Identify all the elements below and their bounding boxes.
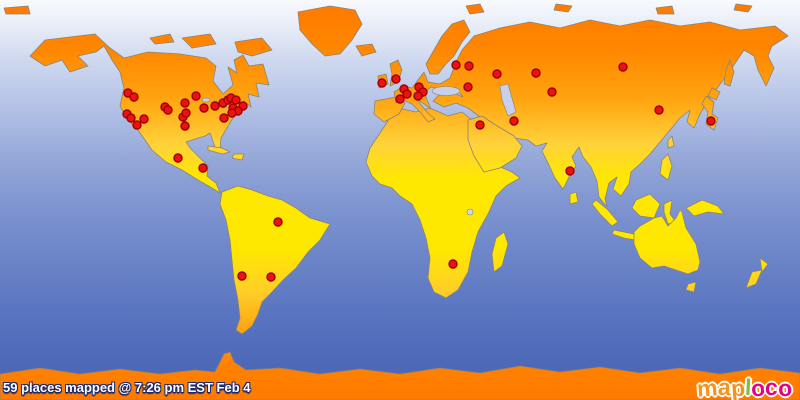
- land-madagascar: [491, 231, 509, 273]
- maploco-logo[interactable]: maploco: [696, 373, 793, 400]
- logo-letter: a: [717, 373, 732, 400]
- great-lake: [201, 97, 211, 103]
- visitor-dot: [180, 98, 190, 108]
- visitor-dot: [273, 217, 283, 227]
- visitor-dot: [126, 113, 136, 123]
- land-australia: [633, 209, 701, 293]
- visitor-dot: [173, 153, 183, 163]
- lake-victoria: [466, 208, 474, 216]
- visitor-dot: [618, 62, 628, 72]
- land-north-america: [29, 33, 270, 194]
- visitor-dot: [129, 92, 139, 102]
- land-greenland: [297, 5, 363, 57]
- dots-layer: [122, 60, 716, 282]
- visitor-dot: [377, 78, 387, 88]
- status-text: 59 places mapped @ 7:26 pm EST Feb 4: [3, 380, 251, 395]
- visitor-dot: [402, 89, 412, 99]
- visitor-dot: [509, 116, 519, 126]
- visitor-dot: [565, 166, 575, 176]
- land-arabia: [467, 115, 523, 173]
- visitor-dot: [463, 82, 473, 92]
- land-antarctica: [0, 351, 800, 400]
- visitor-dot: [210, 101, 220, 111]
- land-japan: [701, 59, 735, 131]
- logo-letter: m: [696, 374, 719, 400]
- visitor-dot: [139, 114, 149, 124]
- visitor-dot: [654, 105, 664, 115]
- landmasses: [0, 3, 800, 400]
- visitor-dot: [231, 95, 241, 105]
- land-iceland: [355, 43, 377, 57]
- land-caribbean: [207, 145, 245, 161]
- visitor-dot: [547, 87, 557, 97]
- black-sea: [431, 86, 461, 96]
- visitor-dot: [706, 116, 716, 126]
- visitor-dot: [199, 103, 209, 113]
- land-scandinavia: [425, 19, 471, 75]
- logo-letter: o: [777, 374, 793, 400]
- caspian-sea: [499, 83, 517, 117]
- visitor-dot: [198, 163, 208, 173]
- visitor-dot: [492, 69, 502, 79]
- visitor-dot: [395, 94, 405, 104]
- visitor-dot: [132, 120, 142, 130]
- visitor-dot: [448, 259, 458, 269]
- visitor-dot: [451, 60, 461, 70]
- land-arctic-fragments: [3, 3, 753, 15]
- visitor-dot: [413, 91, 423, 101]
- visitor-dot: [227, 108, 237, 118]
- visitor-dot: [191, 91, 201, 101]
- visitor-dot: [464, 61, 474, 71]
- visitor-dot: [163, 105, 173, 115]
- visitor-dot: [180, 121, 190, 131]
- land-new-zealand: [745, 257, 769, 289]
- logo-letter: p: [729, 374, 746, 400]
- visitor-dot: [391, 74, 401, 84]
- visitor-dot: [531, 68, 541, 78]
- visitor-dot: [266, 272, 276, 282]
- visitor-dot: [219, 113, 229, 123]
- visitor-dot: [475, 120, 485, 130]
- land-arctic-islands: [149, 33, 273, 57]
- visitor-dot: [181, 108, 191, 118]
- land-south-america: [219, 185, 331, 335]
- visitor-dot: [237, 271, 247, 281]
